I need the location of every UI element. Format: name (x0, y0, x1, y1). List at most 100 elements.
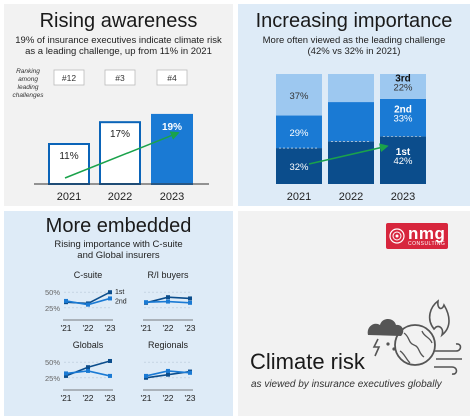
stack-segment-3rd (328, 74, 374, 103)
small-chart-y-tick: 25% (45, 304, 60, 313)
x-tick-label: 2022 (339, 191, 363, 203)
small-chart-x-tick: '23 (184, 393, 195, 403)
stack-segment-3rd (276, 74, 322, 116)
climate-risk-panel: nmg CONSULTING Climate risk as viewed by… (238, 211, 470, 416)
stack-segment-3rd (380, 74, 426, 99)
small-chart-x-tick: '21 (60, 323, 71, 333)
series-rank-label: 1st (396, 147, 411, 158)
small-chart-x-tick: '21 (140, 323, 151, 333)
small-chart-marker-1st (166, 372, 170, 377)
ranking-caption-line: challenges (12, 92, 44, 99)
series-rank-label: 2nd (394, 105, 412, 116)
climate-risk-subtitle: as viewed by insurance executives global… (251, 379, 442, 390)
bar-2022 (99, 121, 141, 185)
x-tick-label: 2023 (391, 191, 415, 203)
bar-value-label: 19% (162, 122, 182, 133)
small-chart-marker-2nd (108, 296, 112, 301)
series-rank-label: 1st (115, 289, 124, 296)
nmg-logo: nmg CONSULTING (386, 223, 448, 249)
ranking-box (53, 69, 85, 86)
panel-title: Rising awareness (39, 10, 198, 32)
nmg-logo-subtext: CONSULTING (408, 241, 446, 247)
embedded-line-charts: C-suite 50% 25% '21 '22 '23 1st 2nd R/I buyers '2… (45, 270, 196, 403)
bar-2021 (48, 143, 90, 185)
small-chart-x-tick: '23 (184, 323, 195, 333)
small-chart-y-tick: 50% (45, 358, 60, 367)
small-chart-marker-2nd (86, 368, 90, 373)
nmg-logo-text: nmg (408, 224, 446, 243)
stack-segment-1st (276, 148, 322, 184)
panel-subtitle-line2: as a leading challenge, up from 11% in 2… (25, 46, 212, 57)
small-chart-x-tick: '22 (162, 323, 173, 333)
segment-value-label: 22% (393, 82, 413, 93)
stack-segment-2nd (276, 115, 322, 149)
segment-value-label: 29% (289, 128, 309, 139)
trend-arrow (308, 143, 389, 165)
stack-segment-2nd (328, 102, 374, 142)
storm-cloud-globe-fire-wind-icon (367, 299, 462, 375)
small-chart-x-tick: '23 (104, 323, 115, 333)
ranking-caption-line: leading (18, 84, 39, 91)
series-rank-label: 2nd (115, 298, 127, 305)
segment-value-label: 33% (393, 114, 413, 125)
ranking-label: #12 (62, 73, 76, 83)
small-chart-title: C-suite (74, 270, 103, 280)
bar-value-label: 17% (110, 129, 130, 140)
small-chart-marker-2nd (144, 373, 148, 378)
small-chart-marker-1st (188, 296, 192, 301)
trend-arrow (64, 131, 180, 179)
small-chart-marker-2nd (188, 300, 192, 305)
small-chart-marker-2nd (108, 373, 112, 378)
small-chart-x-tick: '23 (104, 393, 115, 403)
importance-stacked-chart: 32% 29% 37% 2021 2022 42% 33% 22% 2023 1st 2nd 3rd (276, 73, 426, 203)
stack-segment-1st (328, 141, 374, 184)
small-chart-marker-2nd (166, 368, 170, 373)
ranking-caption-line: among (18, 76, 38, 83)
stack-segment-2nd (380, 98, 426, 137)
small-chart-x-tick: '22 (162, 393, 173, 403)
bar-2023 (151, 113, 193, 185)
small-chart-marker-2nd (64, 371, 68, 376)
small-chart-title: Regionals (148, 340, 189, 350)
bar-value-label: 11% (59, 151, 78, 162)
small-chart-y-tick: 25% (45, 374, 60, 383)
panel-subtitle-line2: (42% vs 32% in 2021) (307, 46, 401, 57)
small-chart-x-tick: '22 (82, 323, 93, 333)
panel-subtitle-line1: More often viewed as the leading challen… (262, 35, 446, 46)
segment-value-label: 37% (289, 91, 309, 102)
small-chart-marker-2nd (86, 302, 90, 307)
panel-title: Increasing importance (255, 10, 453, 32)
small-chart-marker-2nd (64, 298, 68, 303)
ranking-label: #4 (167, 73, 177, 83)
small-chart-title: R/I buyers (147, 270, 189, 280)
x-tick-label: 2022 (108, 191, 132, 203)
panel-subtitle-line1: Rising importance with C-suite (54, 239, 183, 250)
segment-value-label: 42% (393, 156, 413, 167)
small-chart-marker-2nd (188, 370, 192, 375)
small-chart-x-tick: '21 (140, 393, 151, 403)
small-chart-marker-2nd (166, 299, 170, 304)
small-chart-title: Globals (73, 340, 104, 350)
ranking-caption-line: Ranking (16, 68, 40, 75)
small-chart-x-tick: '21 (60, 393, 71, 403)
small-chart-y-tick: 50% (45, 288, 60, 297)
panel-subtitle-line2: and Global insurers (77, 250, 160, 261)
rising-awareness-panel: Rising awareness 19% of insurance execut… (4, 4, 233, 206)
ranking-box (104, 69, 136, 86)
small-chart-marker-1st (64, 373, 68, 378)
x-tick-label: 2023 (160, 191, 184, 203)
ranking-box (156, 69, 188, 86)
small-chart-marker-2nd (144, 300, 148, 305)
panel-subtitle-line1: 19% of insurance executives indicate cli… (15, 35, 222, 46)
series-rank-label: 3rd (395, 73, 411, 84)
climate-risk-title: Climate risk (250, 349, 365, 374)
small-chart-marker-1st (108, 358, 112, 363)
nmg-logo-mark-icon (389, 228, 405, 244)
segment-value-label: 32% (289, 162, 309, 173)
ranking-label: #3 (115, 73, 125, 83)
small-chart-marker-1st (86, 365, 90, 370)
small-chart-marker-1st (166, 295, 170, 300)
more-embedded-panel: More embedded Rising importance with C-s… (4, 211, 233, 416)
increasing-importance-panel: Increasing importance More often viewed … (238, 4, 470, 206)
